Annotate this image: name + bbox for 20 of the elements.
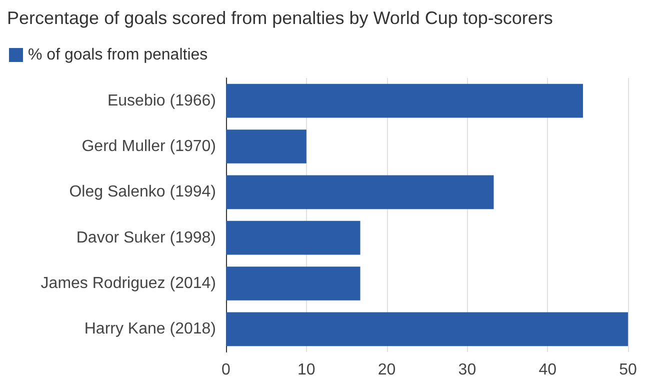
y-tick-label: Davor Suker (1998) [76,229,216,246]
x-tick-label: 20 [378,362,396,378]
x-tick-label: 10 [298,362,316,378]
x-tick-label: 0 [222,362,231,378]
x-tick-label: 40 [538,362,557,378]
bar [226,220,360,255]
bar [226,266,360,300]
bar [226,312,628,346]
bar [226,130,306,164]
chart-title: Percentage of goals scored from penalties by World Cup top-scorers [7,8,553,28]
y-tick-label: Eusebio (1966) [107,92,216,110]
bar [226,175,494,210]
y-tick-label: James Rodriguez (2014) [40,275,216,292]
bar [226,84,583,118]
y-tick-label: Gerd Muller (1970) [82,138,216,155]
legend-label: % of goals from penalties [28,46,208,64]
y-tick-label: Harry Kane (2018) [84,320,216,338]
y-tick-label: Oleg Salenko (1994) [69,184,216,201]
x-tick-label: 30 [458,362,476,378]
x-tick-label: 50 [619,362,637,378]
